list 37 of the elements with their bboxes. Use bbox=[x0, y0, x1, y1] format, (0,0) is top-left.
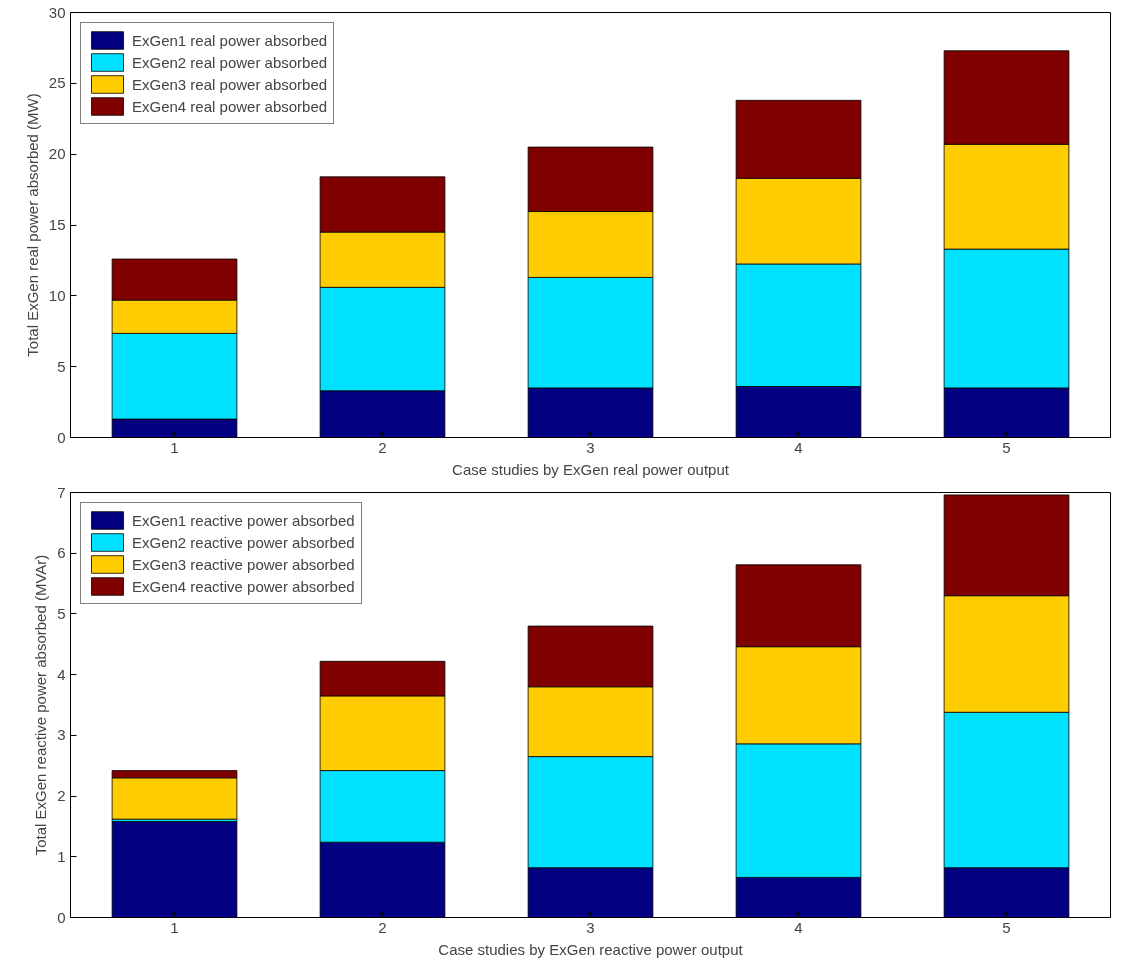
legend-label: ExGen4 reactive power absorbed bbox=[132, 576, 355, 597]
y-tick-label: 7 bbox=[57, 483, 66, 501]
x-tick-label: 5 bbox=[1002, 918, 1011, 936]
y-tick-label: 4 bbox=[57, 665, 66, 683]
legend-label: ExGen4 real power absorbed bbox=[132, 96, 328, 117]
y-tick-label: 1 bbox=[57, 847, 66, 865]
y-tick-label: 0 bbox=[57, 908, 66, 926]
y-tick-label: 5 bbox=[57, 357, 66, 375]
y-tick-label: 30 bbox=[48, 3, 66, 21]
x-axis-title: Case studies by ExGen real power output bbox=[452, 460, 730, 478]
y-tick-label: 20 bbox=[48, 145, 66, 163]
x-tick-label: 5 bbox=[1002, 438, 1011, 456]
y-tick-label: 5 bbox=[57, 604, 66, 622]
legend-label: ExGen1 real power absorbed bbox=[132, 30, 328, 51]
x-axis-title: Case studies by ExGen reactive power output bbox=[438, 940, 744, 958]
legend-label: ExGen2 real power absorbed bbox=[132, 52, 328, 73]
legend-label: ExGen3 real power absorbed bbox=[132, 74, 328, 95]
x-tick-label: 1 bbox=[170, 438, 179, 456]
y-tick-label: 25 bbox=[48, 74, 66, 92]
x-tick-label: 2 bbox=[378, 438, 387, 456]
y-tick-label: 15 bbox=[48, 216, 66, 233]
x-tick-label: 3 bbox=[586, 438, 595, 456]
x-tick-label: 4 bbox=[794, 438, 803, 456]
legend-label: ExGen3 reactive power absorbed bbox=[132, 554, 355, 575]
legend-label: ExGen1 reactive power absorbed bbox=[132, 510, 355, 531]
y-tick-label: 6 bbox=[57, 544, 66, 562]
y-axis-title: Total ExGen reactive power absorbed (MVAr) bbox=[32, 554, 50, 856]
y-tick-label: 3 bbox=[57, 726, 66, 744]
y-tick-label: 10 bbox=[48, 286, 66, 304]
x-tick-label: 2 bbox=[378, 918, 387, 936]
x-tick-label: 3 bbox=[586, 918, 595, 936]
y-tick-label: 0 bbox=[57, 428, 66, 446]
x-tick-label: 4 bbox=[794, 918, 803, 936]
y-axis-title: Total ExGen real power absorbed (MW) bbox=[23, 93, 41, 357]
x-tick-label: 1 bbox=[170, 918, 179, 936]
legend-label: ExGen2 reactive power absorbed bbox=[132, 532, 355, 553]
y-tick-label: 2 bbox=[57, 787, 66, 805]
